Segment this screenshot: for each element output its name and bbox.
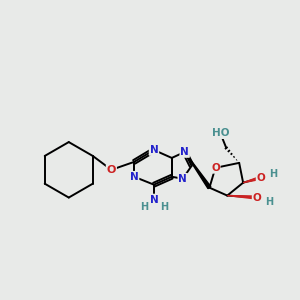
Text: O: O — [256, 173, 265, 183]
Text: N: N — [150, 145, 158, 155]
Text: N: N — [180, 147, 189, 157]
Polygon shape — [243, 176, 261, 183]
Polygon shape — [185, 152, 211, 189]
Text: H: H — [140, 202, 148, 212]
Text: N: N — [178, 174, 187, 184]
Text: H: H — [269, 169, 277, 179]
Text: O: O — [107, 165, 116, 175]
Polygon shape — [227, 196, 257, 199]
Text: HO: HO — [212, 128, 229, 138]
Text: H: H — [265, 196, 273, 206]
Text: N: N — [130, 172, 139, 182]
Text: O: O — [211, 163, 220, 173]
Text: O: O — [253, 193, 261, 202]
Text: H: H — [160, 202, 168, 212]
Text: N: N — [150, 194, 158, 205]
